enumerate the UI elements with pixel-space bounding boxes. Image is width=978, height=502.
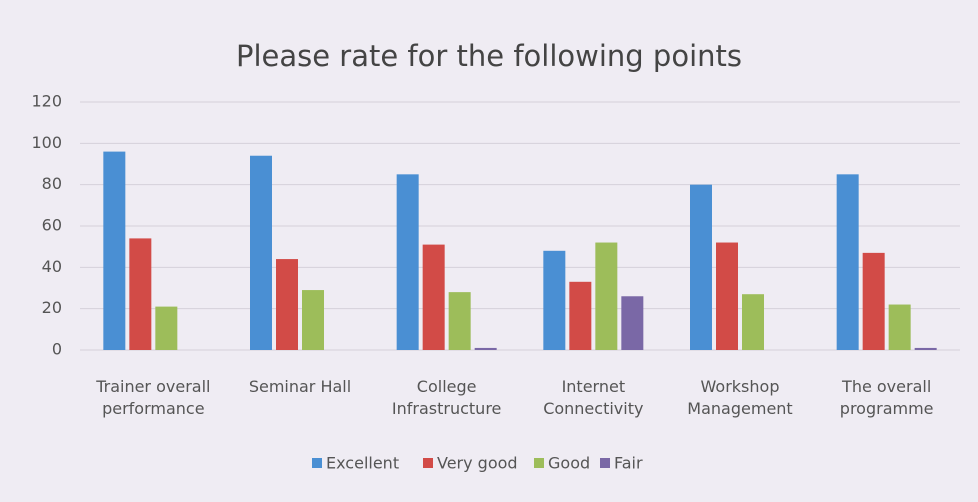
bar [448, 292, 471, 350]
bar [621, 296, 644, 350]
y-tick-label: 80 [42, 174, 62, 193]
bar [595, 242, 618, 350]
x-tick-label: Workshop Management [687, 377, 793, 418]
bar [103, 151, 126, 350]
legend-swatch [312, 458, 322, 468]
y-tick-label: 120 [31, 92, 62, 111]
bar [302, 290, 324, 350]
x-tick-label: Seminar Hall [248, 377, 352, 396]
legend-label: Very good [437, 454, 518, 473]
bar [276, 259, 298, 350]
y-tick-label: 0 [52, 340, 62, 359]
bar [690, 184, 712, 350]
legend-swatch [534, 458, 544, 468]
legend-label: Fair [614, 454, 643, 473]
x-tick-label: The overall programme [839, 377, 934, 418]
chart-title: Please rate for the following points [236, 39, 742, 73]
legend-label: Excellent [326, 454, 399, 473]
y-tick-label: 40 [42, 257, 62, 276]
bar [543, 250, 566, 350]
legend-label: Good [548, 454, 590, 473]
y-tick-label: 20 [42, 298, 62, 317]
bar [742, 294, 764, 350]
bar [836, 174, 859, 350]
bar [862, 252, 885, 350]
bar [396, 174, 419, 350]
bar [474, 347, 497, 350]
bar [914, 347, 937, 350]
bar [155, 306, 178, 350]
legend-swatch [600, 458, 610, 468]
bar [569, 281, 592, 350]
bar [888, 304, 911, 350]
x-tick-label: Trainer overall performance [96, 377, 211, 418]
bar [250, 155, 272, 350]
bar [129, 238, 152, 350]
y-tick-label: 60 [42, 216, 62, 235]
x-tick-label: College Infrastructure [391, 377, 502, 418]
bar [716, 242, 738, 350]
x-tick-label: Internet Connectivity [543, 377, 644, 418]
legend-swatch [423, 458, 433, 468]
bar [422, 244, 445, 350]
y-tick-label: 100 [31, 133, 62, 152]
